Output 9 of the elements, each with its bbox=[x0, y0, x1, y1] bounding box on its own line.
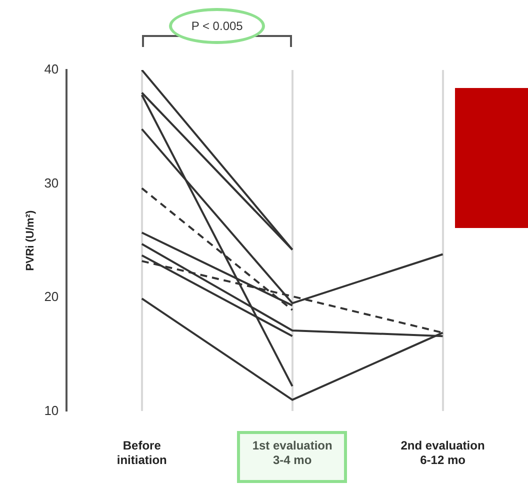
x-tick-label: Before initiation bbox=[116, 438, 167, 468]
y-tick-label: 40 bbox=[44, 62, 59, 77]
y-tick-label: 20 bbox=[44, 289, 59, 304]
y-tick-label: 10 bbox=[44, 402, 59, 418]
y-tick-label: 30 bbox=[44, 175, 59, 190]
x-tick-label: 2nd evaluation 6-12 mo bbox=[400, 438, 485, 468]
y-axis-title: PVRi (U/m²) bbox=[24, 210, 37, 271]
x-tick-label: 1st evaluation 3-4 mo bbox=[252, 438, 332, 468]
text: P < 0.005 bbox=[169, 8, 266, 44]
